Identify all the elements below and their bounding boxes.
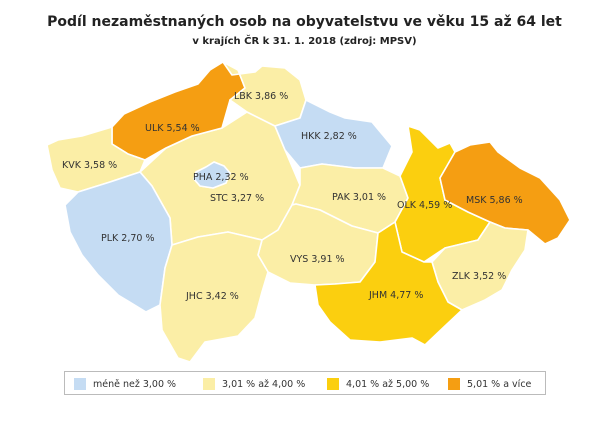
legend-label: 5,01 % a více (467, 378, 532, 390)
legend: méně než 3,00 % 3,01 % až 4,00 % 4,01 % … (64, 371, 546, 395)
legend-label: 4,01 % až 5,00 % (346, 378, 430, 390)
region-MSK[interactable] (439, 141, 571, 245)
region-label-JHM: JHM 4,77 % (368, 290, 423, 301)
region-label-ULK: ULK 5,54 % (145, 123, 200, 134)
region-label-STC: STC 3,27 % (210, 193, 264, 204)
region-label-LBK: LBK 3,86 % (234, 91, 288, 102)
region-label-OLK: OLK 4,59 % (397, 200, 452, 211)
region-label-MSK: MSK 5,86 % (466, 195, 523, 206)
region-PHA[interactable] (193, 161, 231, 189)
map-title: Podíl nezaměstnaných osob na obyvatelstv… (47, 14, 562, 30)
legend-item: méně než 3,00 % (74, 377, 176, 391)
region-label-VYS: VYS 3,91 % (290, 254, 345, 265)
legend-label: méně než 3,00 % (93, 378, 177, 390)
map-subtitle: v krajích ČR k 31. 1. 2018 (zdroj: MPSV) (192, 36, 417, 47)
legend-item: 5,01 % a více (448, 377, 531, 391)
legend-item: 4,01 % až 5,00 % (327, 377, 429, 391)
legend-swatch (448, 378, 460, 390)
region-label-JHC: JHC 3,42 % (185, 291, 239, 302)
region-label-HKK: HKK 2,82 % (301, 131, 357, 142)
legend-item: 3,01 % až 4,00 % (203, 377, 305, 391)
region-KVK[interactable] (46, 126, 146, 193)
region-label-PLK: PLK 2,70 % (101, 233, 154, 244)
legend-swatch (203, 378, 215, 390)
legend-swatch (74, 378, 86, 390)
region-label-PAK: PAK 3,01 % (332, 192, 386, 203)
region-label-KVK: KVK 3,58 % (62, 160, 117, 171)
region-JHC[interactable] (159, 231, 269, 363)
region-label-ZLK: ZLK 3,52 % (452, 271, 506, 282)
region-JHM[interactable] (314, 221, 463, 346)
region-label-PHA: PHA 2,32 % (193, 172, 249, 183)
legend-swatch (327, 378, 339, 390)
legend-label: 3,01 % až 4,00 % (222, 378, 306, 390)
